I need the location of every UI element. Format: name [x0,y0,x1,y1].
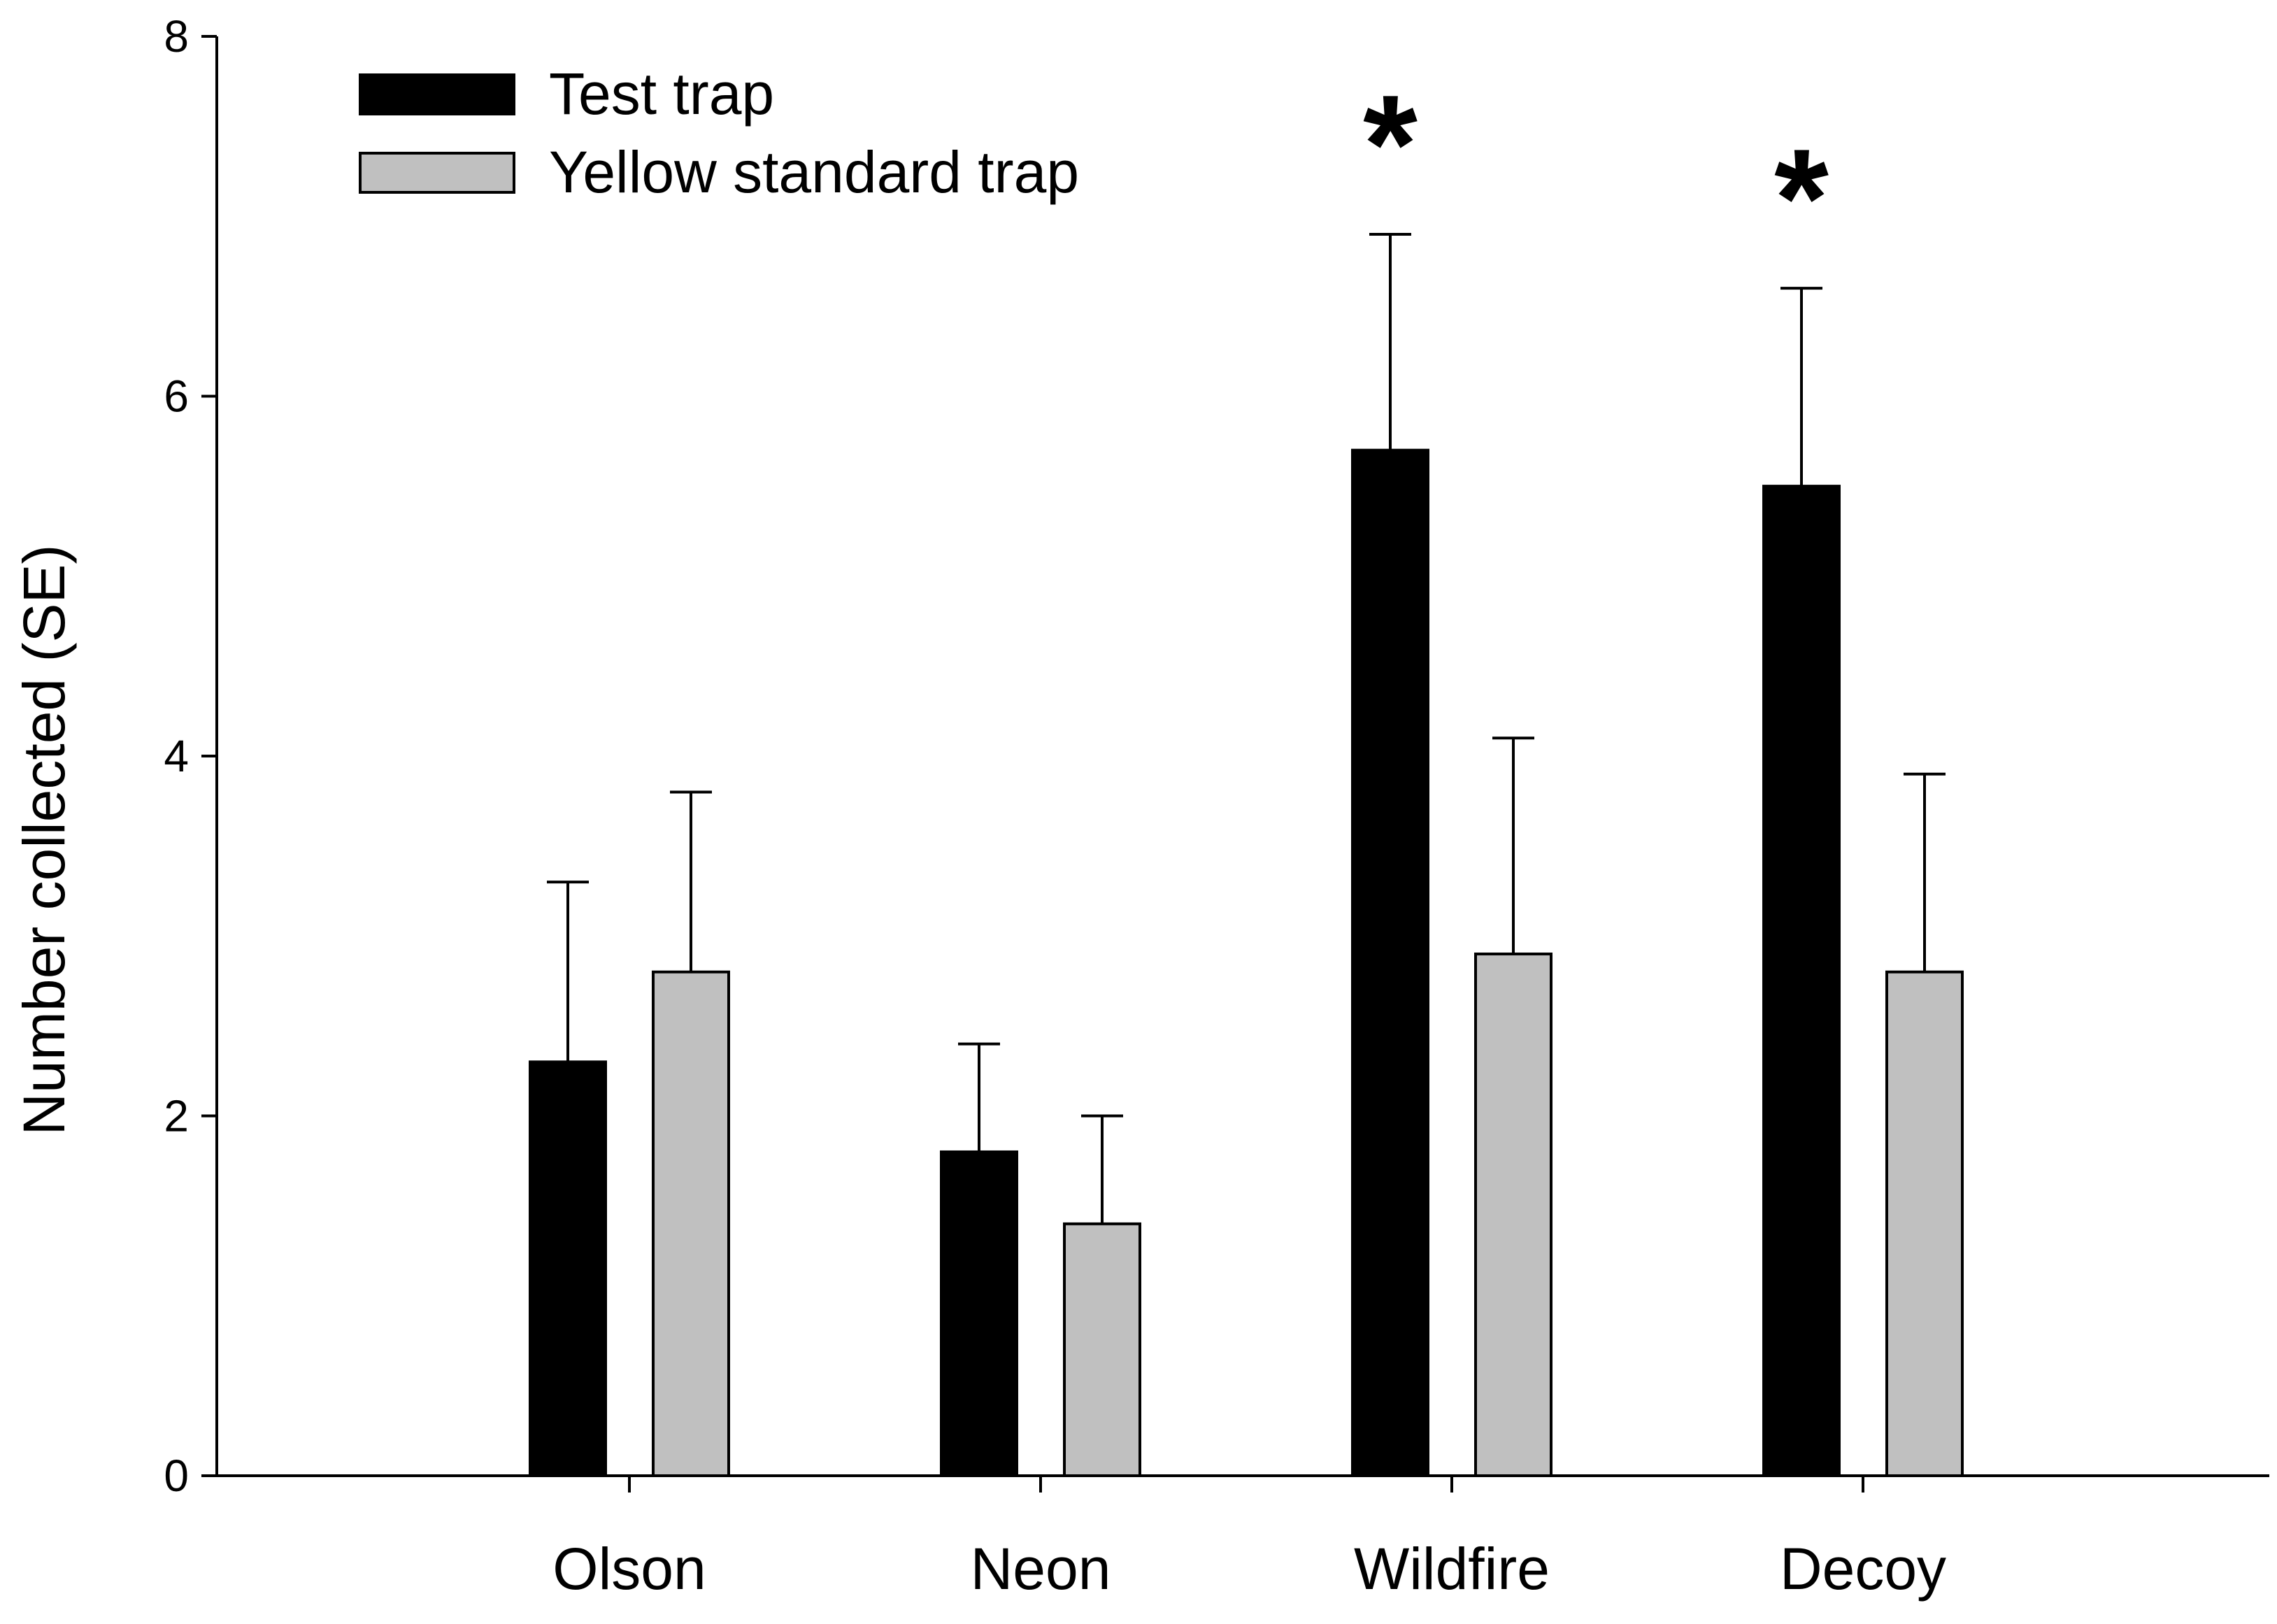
y-tick-label: 6 [164,371,189,422]
y-tick-label: 0 [164,1451,189,1501]
significance-asterisk-wildfire: * [1363,66,1418,222]
error-bars [547,232,1946,1224]
significance-markers: * * [1363,66,1829,276]
bar-yellow-olson [652,970,730,1477]
legend-label-test: Test trap [549,61,774,127]
bar-test-neon [940,1150,1018,1477]
bars [529,448,1964,1477]
x-tick-label-wildfire: Wildfire [1354,1536,1550,1602]
y-axis-title: Number collected (SE) [11,545,77,1136]
y-tick-label: 8 [164,11,189,62]
x-tick-label-olson: Olson [552,1536,706,1602]
y-tick-label: 4 [164,731,189,781]
bar-yellow-wildfire [1474,952,1552,1477]
legend-swatch-yellow [359,152,515,194]
bar-test-wildfire [1351,448,1429,1477]
legend-label-yellow: Yellow standard trap [549,139,1079,205]
bar-test-decoy [1762,485,1841,1477]
y-tick-label: 2 [164,1091,189,1141]
bar-test-olson [529,1060,607,1477]
axes: 0 2 4 6 8 Olson Neon Wildfire Decoy Number collec… [11,11,2269,1602]
significance-asterisk-decoy: * [1774,120,1829,276]
legend: Test trap Yellow standard trap [359,61,1079,205]
x-tick-label-neon: Neon [971,1536,1111,1602]
bar-yellow-decoy [1885,970,1964,1477]
bar-yellow-neon [1063,1222,1141,1477]
legend-swatch-test [359,73,515,115]
x-tick-label-decoy: Decoy [1780,1536,1946,1602]
